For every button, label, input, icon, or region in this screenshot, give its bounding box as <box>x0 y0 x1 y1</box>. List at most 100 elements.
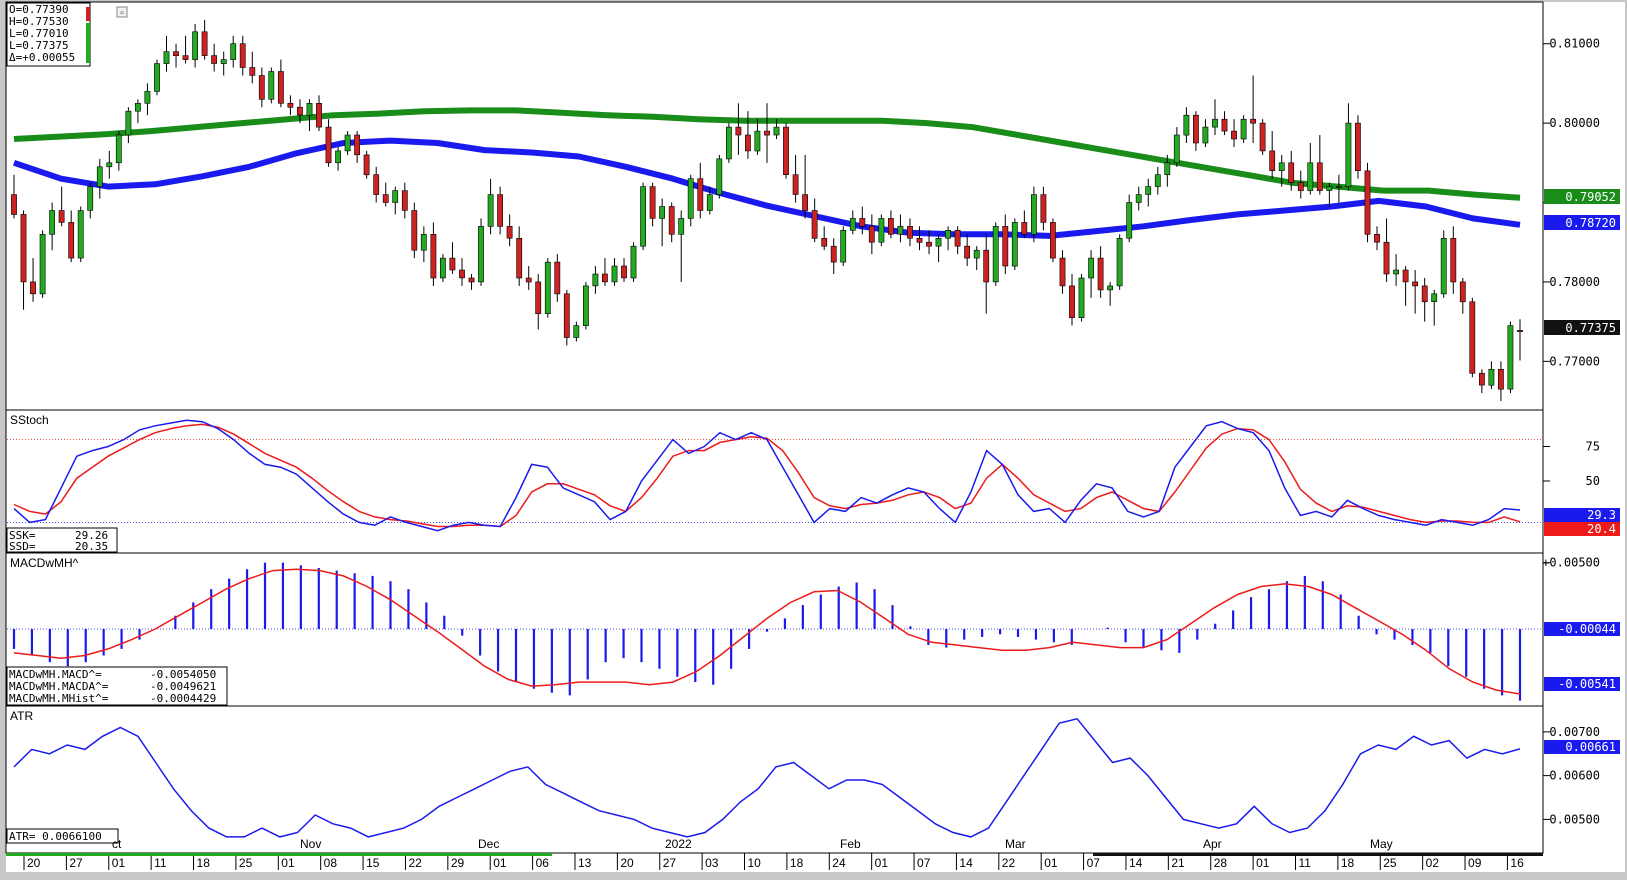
macda-value: -0.0049621 <box>150 680 216 693</box>
candle-up <box>420 234 427 251</box>
candle-down <box>354 134 360 156</box>
candle-up <box>87 186 94 211</box>
x-day-label: 13 <box>578 856 592 870</box>
candle-down <box>1316 162 1323 191</box>
candle-up <box>392 190 399 203</box>
candle-up <box>144 91 151 104</box>
x-day-label: 22 <box>1002 856 1016 870</box>
candle-up <box>487 194 494 227</box>
candle-down <box>868 226 875 243</box>
expand-icon[interactable]: ▫ <box>116 6 128 19</box>
price-tick-label: 0.80000 <box>1549 116 1600 130</box>
candle-down <box>316 103 322 128</box>
ohlc-last: L=0.77375 <box>9 39 69 52</box>
x-day-label: 09 <box>1468 856 1482 870</box>
candle-down <box>468 277 475 283</box>
candle-down <box>525 277 532 283</box>
x-day-label: 27 <box>69 856 83 870</box>
candle-up <box>1336 186 1342 188</box>
x-day-label: 14 <box>1129 856 1143 870</box>
candle-down <box>1259 122 1266 152</box>
atr-line <box>13 717 1521 838</box>
x-day-label: 16 <box>1510 856 1524 870</box>
candle-up <box>192 31 198 60</box>
candle-down <box>30 281 36 295</box>
candle-down <box>735 126 742 136</box>
candle-down <box>1097 257 1104 291</box>
candle-down <box>1459 281 1466 303</box>
candle-down <box>783 126 789 175</box>
candle-up <box>115 134 122 164</box>
x-day-label: 03 <box>705 856 719 870</box>
candle-up <box>592 273 599 287</box>
candle-down <box>20 214 27 283</box>
x-day-label: 01 <box>112 856 126 870</box>
stoch-tick-label: 50 <box>1586 474 1600 488</box>
candle-down <box>802 194 808 211</box>
svg-text:0.00661: 0.00661 <box>1565 740 1616 754</box>
x-day-label: 11 <box>1298 856 1311 870</box>
candle-down <box>182 55 189 60</box>
candle-down <box>382 194 389 203</box>
candle-down <box>1040 194 1047 223</box>
candle-down <box>792 174 799 195</box>
ssk-line <box>13 419 1521 532</box>
candle-up <box>849 218 856 231</box>
candle-down <box>1059 257 1066 287</box>
candle-up <box>935 238 942 247</box>
candle-down <box>201 31 208 56</box>
candle-down <box>1021 222 1028 235</box>
candle-down <box>506 226 513 239</box>
candle-up <box>725 126 732 160</box>
x-month-label: ct <box>112 837 122 851</box>
candle-up <box>125 110 132 136</box>
candle-down <box>964 245 970 259</box>
candle-down <box>983 249 990 283</box>
price-candles <box>11 19 1523 402</box>
candle-up <box>1088 257 1094 279</box>
candle-down <box>907 226 913 239</box>
candle-down <box>373 174 380 195</box>
candle-down <box>621 265 627 279</box>
candle-down <box>830 245 837 263</box>
candle-down <box>811 210 818 239</box>
atr-value: ATR= 0.0066100 <box>9 830 102 843</box>
x-day-label: 20 <box>620 856 634 870</box>
candle-up <box>573 325 580 338</box>
x-day-label: 11 <box>154 856 167 870</box>
candle-down <box>1288 162 1295 184</box>
candle-up <box>992 226 999 283</box>
x-month-label: Dec <box>478 837 499 851</box>
atr-tick-label: 0.00600 <box>1549 769 1600 783</box>
stoch-title: SStoch <box>10 413 49 427</box>
x-axis-dark-band <box>1093 853 1543 856</box>
candle-up <box>1345 122 1352 187</box>
mhist-value: -0.0004429 <box>150 692 216 705</box>
candle-up <box>335 150 341 164</box>
candle-up <box>897 226 904 235</box>
candle-up <box>1431 293 1438 302</box>
ssd-value: 20.35 <box>75 540 108 553</box>
mhist-label: MACDwMH.MHist^= <box>9 692 109 705</box>
candle-down <box>401 190 408 211</box>
candle-up <box>1011 222 1018 267</box>
x-day-label: 01 <box>1044 856 1058 870</box>
candle-down <box>1250 118 1256 124</box>
svg-text:20.4: 20.4 <box>1587 522 1616 536</box>
candle-down <box>277 71 284 104</box>
x-day-label: 28 <box>1214 856 1228 870</box>
candle-up <box>773 126 780 136</box>
x-day-label: 08 <box>324 856 338 870</box>
candle-up <box>154 63 160 92</box>
candle-up <box>1126 202 1133 239</box>
x-month-label: Nov <box>300 837 321 851</box>
candle-down <box>1412 281 1418 287</box>
candle-up <box>135 103 141 112</box>
atr-series-line <box>13 717 1521 838</box>
candle-down <box>601 273 608 283</box>
x-day-label: 20 <box>27 856 41 870</box>
candle-down <box>535 281 542 314</box>
candle-down <box>497 194 503 227</box>
ssd-line <box>13 423 1521 528</box>
